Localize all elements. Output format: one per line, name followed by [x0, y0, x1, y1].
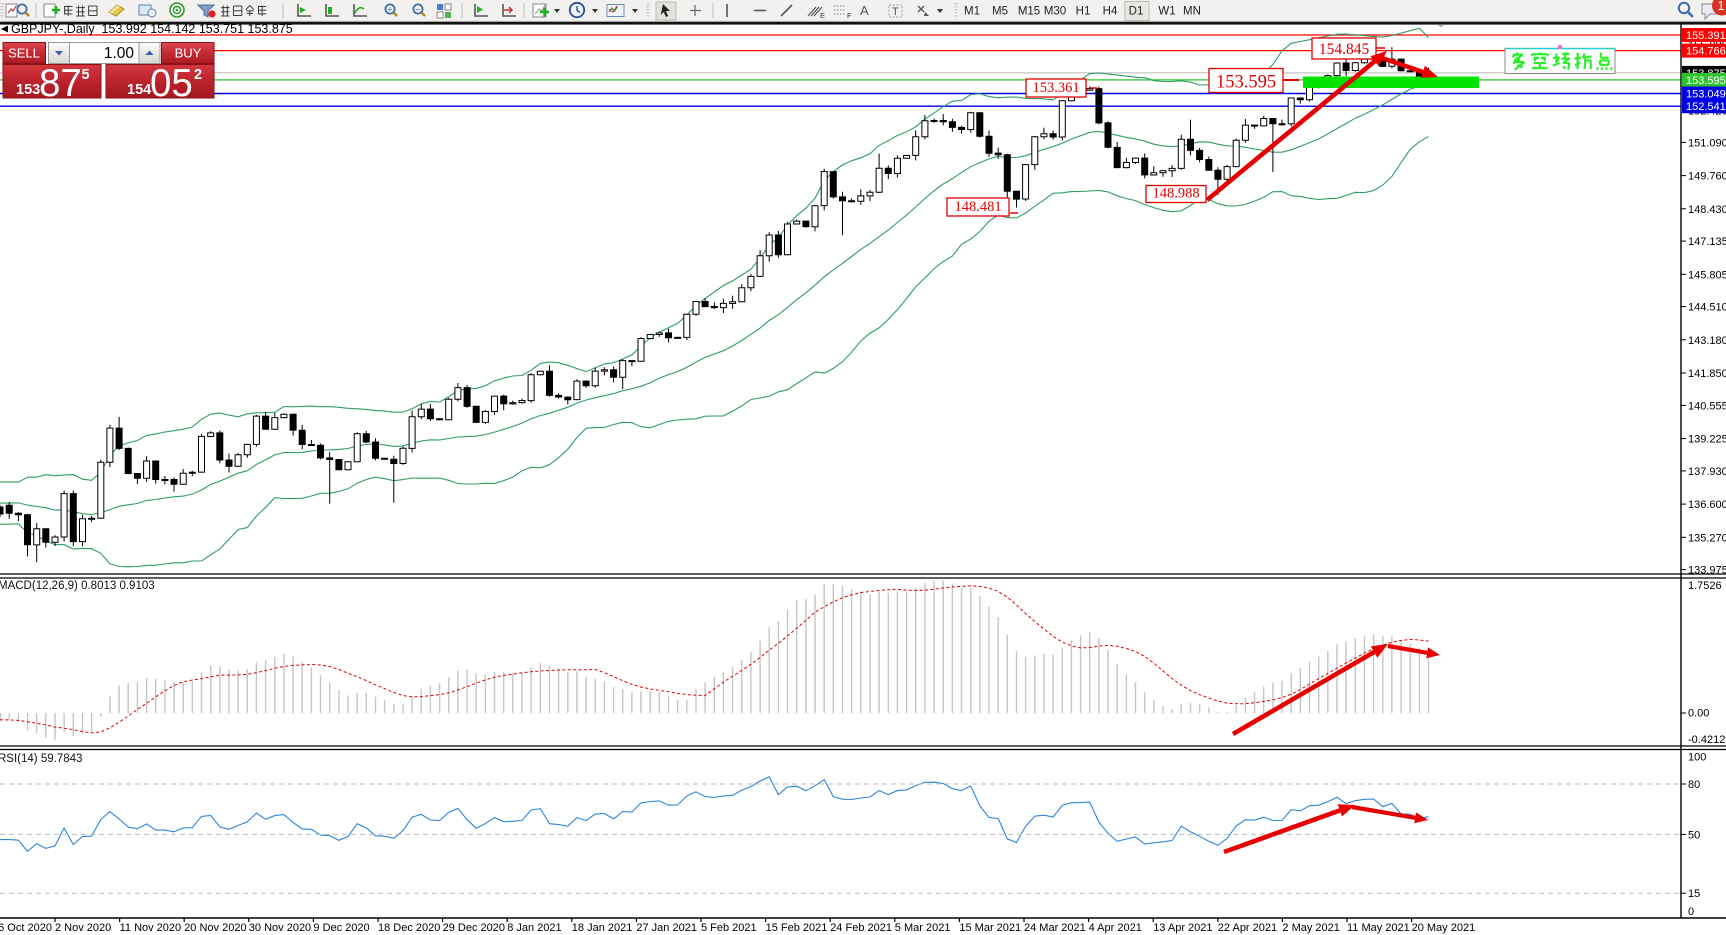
svg-text:2 May 2021: 2 May 2021 [1282, 922, 1339, 934]
svg-text:M30: M30 [1044, 6, 1066, 18]
svg-text:2 Nov 2020: 2 Nov 2020 [55, 922, 111, 934]
svg-text:GBPJPY-,Daily 153.992 154.142: GBPJPY-,Daily 153.992 154.142 153.751 15… [11, 22, 293, 36]
svg-text:8 Jan 2021: 8 Jan 2021 [507, 922, 561, 934]
svg-text:87: 87 [39, 62, 82, 105]
svg-text:RSI(14) 59.7843: RSI(14) 59.7843 [0, 753, 82, 765]
svg-text:BUY: BUY [175, 46, 202, 61]
svg-text:133.975: 133.975 [1688, 565, 1726, 577]
svg-text:29 Dec 2020: 29 Dec 2020 [443, 922, 505, 934]
svg-text:+: + [387, 5, 392, 15]
svg-text:148.988: 148.988 [1152, 186, 1199, 202]
svg-text:M1: M1 [964, 6, 980, 18]
svg-text:0.00: 0.00 [1688, 708, 1709, 720]
svg-text:50: 50 [1688, 829, 1700, 841]
svg-text:27 Jan 2021: 27 Jan 2021 [636, 922, 697, 934]
svg-text:153.595: 153.595 [1686, 75, 1726, 87]
svg-text:147.135: 147.135 [1688, 236, 1726, 248]
svg-text:11 May 2021: 11 May 2021 [1347, 922, 1410, 934]
svg-text:154.766: 154.766 [1686, 46, 1726, 58]
svg-text:24 Feb 2021: 24 Feb 2021 [830, 922, 892, 934]
svg-text:145.805: 145.805 [1688, 269, 1726, 281]
svg-text:143.180: 143.180 [1688, 335, 1726, 347]
svg-text:144.510: 144.510 [1688, 302, 1726, 314]
svg-text:152.541: 152.541 [1686, 101, 1726, 113]
svg-text:−: − [415, 5, 420, 15]
svg-text:20 Nov 2020: 20 Nov 2020 [184, 922, 246, 934]
svg-text:20 May 2021: 20 May 2021 [1412, 922, 1476, 934]
svg-text:F: F [847, 11, 852, 20]
svg-text:9 Dec 2020: 9 Dec 2020 [313, 922, 369, 934]
svg-text:155.391: 155.391 [1686, 30, 1726, 42]
svg-text:1.7526: 1.7526 [1688, 580, 1722, 592]
svg-text:5: 5 [82, 67, 90, 83]
svg-text:30 Nov 2020: 30 Nov 2020 [249, 922, 311, 934]
svg-text:100: 100 [1688, 752, 1706, 764]
svg-text:W1: W1 [1158, 6, 1175, 18]
svg-text:E: E [820, 11, 825, 20]
svg-text:1.00: 1.00 [104, 45, 135, 62]
svg-text:M15: M15 [1018, 6, 1040, 18]
svg-text:153.049: 153.049 [1686, 89, 1726, 101]
svg-text:H1: H1 [1076, 6, 1091, 18]
svg-text:136.600: 136.600 [1688, 499, 1726, 511]
svg-text:0: 0 [1688, 906, 1694, 918]
svg-text:151.090: 151.090 [1688, 137, 1726, 149]
svg-text:T: T [892, 6, 899, 18]
svg-text:148.481: 148.481 [954, 199, 1001, 215]
svg-text:139.225: 139.225 [1688, 434, 1726, 446]
svg-text:137.930: 137.930 [1688, 466, 1726, 478]
svg-text:149.760: 149.760 [1688, 171, 1726, 183]
svg-text:5 Mar 2021: 5 Mar 2021 [895, 922, 951, 934]
svg-text:M5: M5 [992, 6, 1008, 18]
svg-text:148.430: 148.430 [1688, 204, 1726, 216]
svg-text:05: 05 [150, 62, 193, 105]
svg-text:H4: H4 [1103, 6, 1118, 18]
svg-text:135.270: 135.270 [1688, 532, 1726, 544]
svg-text:15: 15 [1688, 888, 1700, 900]
svg-text:18 Jan 2021: 18 Jan 2021 [572, 922, 633, 934]
svg-text:141.850: 141.850 [1688, 368, 1726, 380]
svg-text:153.361: 153.361 [1032, 80, 1079, 96]
svg-text:22 Apr 2021: 22 Apr 2021 [1218, 922, 1277, 934]
svg-text:D1: D1 [1129, 6, 1144, 18]
svg-text:-0.4212: -0.4212 [1688, 734, 1725, 746]
svg-text:154: 154 [127, 82, 151, 98]
svg-text:5 Feb 2021: 5 Feb 2021 [701, 922, 757, 934]
svg-text:MACD(12,26,9) 0.8013 0.9103: MACD(12,26,9) 0.8013 0.9103 [0, 580, 155, 592]
svg-text:4 Apr 2021: 4 Apr 2021 [1089, 922, 1142, 934]
svg-text:24 Mar 2021: 24 Mar 2021 [1024, 922, 1086, 934]
svg-text:15 Mar 2021: 15 Mar 2021 [959, 922, 1021, 934]
svg-text:18 Dec 2020: 18 Dec 2020 [378, 922, 440, 934]
svg-text:11 Nov 2020: 11 Nov 2020 [120, 922, 182, 934]
svg-text:MN: MN [1183, 6, 1201, 18]
svg-text:15 Feb 2021: 15 Feb 2021 [766, 922, 828, 934]
svg-text:153: 153 [16, 82, 40, 98]
svg-text:1: 1 [1718, 0, 1725, 13]
svg-text:80: 80 [1688, 779, 1700, 791]
svg-text:SELL: SELL [8, 46, 40, 61]
svg-text:154.845: 154.845 [1319, 41, 1370, 58]
svg-text:13 Apr 2021: 13 Apr 2021 [1153, 922, 1212, 934]
svg-text:2: 2 [194, 67, 202, 83]
svg-text:16 Oct 2020: 16 Oct 2020 [0, 922, 52, 934]
svg-text:A: A [860, 3, 869, 18]
svg-text:140.555: 140.555 [1688, 400, 1726, 412]
svg-text:153.595: 153.595 [1216, 73, 1276, 93]
